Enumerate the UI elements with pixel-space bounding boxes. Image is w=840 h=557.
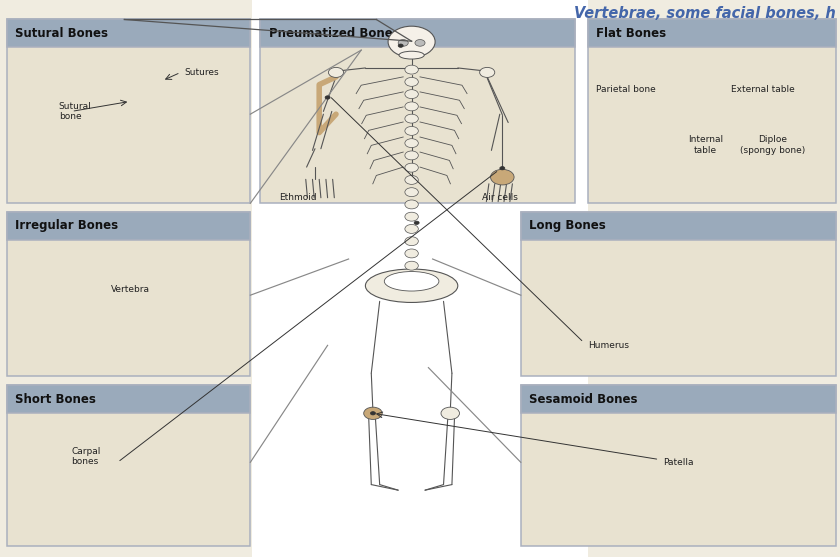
Text: Short Bones: Short Bones	[15, 393, 96, 406]
Bar	[588, 19, 836, 203]
Text: Long Bones: Long Bones	[529, 219, 606, 232]
Circle shape	[415, 40, 425, 46]
Circle shape	[405, 273, 418, 282]
Circle shape	[405, 224, 418, 233]
Text: Diploe
(spongy bone): Diploe (spongy bone)	[740, 135, 806, 154]
Text: Vertebrae, some facial bones, h: Vertebrae, some facial bones, h	[574, 6, 836, 21]
Text: Sesamoid Bones: Sesamoid Bones	[529, 393, 638, 406]
Text: Irregular Bones: Irregular Bones	[15, 219, 118, 232]
Circle shape	[405, 151, 418, 160]
Text: Sutural
bone: Sutural bone	[59, 102, 92, 121]
Circle shape	[364, 407, 382, 419]
Circle shape	[405, 163, 418, 172]
Bar	[7, 385, 250, 413]
Bar	[521, 212, 836, 376]
Circle shape	[405, 175, 418, 184]
Bar	[588, 19, 836, 47]
Ellipse shape	[365, 269, 458, 302]
Text: Internal
table: Internal table	[688, 135, 723, 154]
Circle shape	[398, 44, 403, 47]
Circle shape	[405, 114, 418, 123]
Circle shape	[405, 261, 418, 270]
Circle shape	[441, 407, 459, 419]
Circle shape	[500, 167, 505, 170]
Circle shape	[480, 67, 495, 77]
Text: External table: External table	[731, 85, 795, 94]
Ellipse shape	[384, 272, 438, 291]
Bar	[7, 19, 250, 203]
Bar	[521, 212, 836, 240]
Bar	[260, 19, 575, 203]
Text: Ethmoid: Ethmoid	[280, 193, 317, 202]
Text: Flat Bones: Flat Bones	[596, 27, 666, 40]
Text: Patella: Patella	[664, 458, 694, 467]
Circle shape	[388, 26, 435, 57]
Circle shape	[491, 169, 514, 185]
Circle shape	[405, 65, 418, 74]
Text: Carpal
bones: Carpal bones	[71, 447, 101, 466]
Text: Pneumatized Bones: Pneumatized Bones	[269, 27, 400, 40]
Text: Sutural Bones: Sutural Bones	[15, 27, 108, 40]
Ellipse shape	[399, 51, 424, 59]
Text: Vertebra: Vertebra	[111, 285, 150, 294]
Circle shape	[405, 139, 418, 148]
Circle shape	[325, 96, 330, 99]
Text: Parietal bone: Parietal bone	[596, 85, 656, 94]
Circle shape	[405, 249, 418, 258]
Circle shape	[405, 77, 418, 86]
Text: Air cells: Air cells	[482, 193, 517, 202]
Bar	[7, 385, 250, 546]
Text: Humerus: Humerus	[588, 341, 629, 350]
Circle shape	[405, 237, 418, 246]
Bar	[7, 212, 250, 376]
Circle shape	[405, 212, 418, 221]
Circle shape	[414, 221, 419, 224]
Circle shape	[405, 188, 418, 197]
Circle shape	[405, 90, 418, 99]
Text: Sutures: Sutures	[185, 68, 219, 77]
Bar	[260, 19, 575, 47]
Bar	[521, 385, 836, 546]
Bar	[252, 0, 588, 557]
Circle shape	[405, 102, 418, 111]
Circle shape	[328, 67, 344, 77]
Circle shape	[398, 40, 408, 46]
Circle shape	[405, 200, 418, 209]
Bar	[7, 19, 250, 47]
Bar	[521, 385, 836, 413]
Bar	[7, 212, 250, 240]
Circle shape	[370, 412, 375, 415]
Circle shape	[405, 126, 418, 135]
